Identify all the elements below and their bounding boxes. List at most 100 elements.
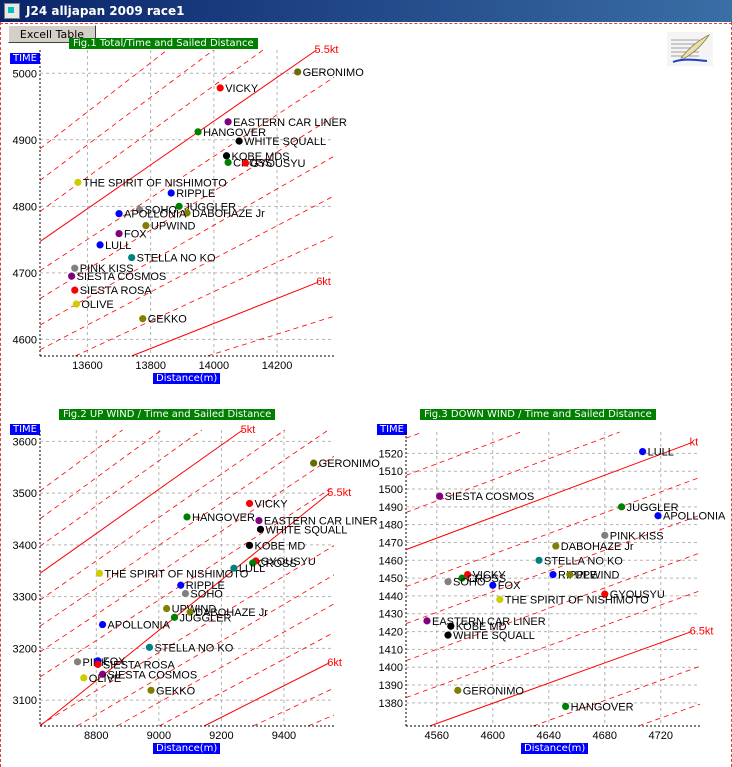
fig3-y-tick-label-0: 1380: [379, 698, 403, 710]
fig2-point-9: [230, 564, 238, 572]
fig2-x-tick-label-1: 9000: [147, 730, 171, 742]
fig1-point-10: [175, 202, 183, 210]
fig1-point-4: [235, 137, 243, 145]
fig3-point-label-18: GERONIMO: [463, 685, 525, 697]
fig3-y-tick-label-12: 1500: [379, 484, 403, 496]
fig3-guide-line-6: [405, 552, 701, 662]
fig2-point-3: [255, 516, 263, 525]
fig1-point-16: [96, 241, 104, 249]
fig3-point-5: [552, 542, 560, 550]
fig2-point-2: [183, 513, 191, 521]
fig2-point-label-12: UPWIND: [172, 604, 217, 616]
fig2-point-label-3: EASTERN CAR LINER: [264, 516, 378, 528]
fig1-point-label-8: THE SPIRIT OF NISHIMOTO: [83, 177, 227, 189]
fig1-point-6: [224, 158, 232, 167]
fig2-point-19: [94, 660, 102, 669]
fig1-point-0: [294, 68, 302, 76]
fig2-guide-line-11: [116, 603, 335, 727]
fig2-speed-line-2: [203, 662, 330, 727]
fig1-guide-line-7: [39, 195, 335, 351]
fig2-point-label-15: APOLLONIA: [108, 620, 171, 632]
fig3-point-9: [549, 570, 557, 579]
fig2-y-tick-label-1: 3200: [13, 643, 37, 655]
fig3-x-tick-label-2: 4640: [537, 730, 561, 742]
fig2-speed-line-0: [39, 429, 243, 574]
fig1-point-14: [142, 222, 150, 230]
fig1-ylabel: TIME: [10, 53, 41, 64]
quill-logo-icon: [667, 32, 713, 66]
fig1-point-label-22: GEKKO: [148, 314, 188, 326]
fig2-point-21: [80, 674, 88, 682]
fig1-point-2: [224, 118, 232, 126]
fig1-point-label-1: VICKY: [225, 83, 259, 95]
fig2-point-label-19: SIESTA ROSA: [103, 659, 176, 671]
fig1-point-label-7: GYOUSYU: [250, 158, 305, 170]
fig3-point-3: [654, 512, 662, 520]
window-title: J24 alljapan 2009 race1: [26, 4, 185, 18]
fig3-y-tick-label-8: 1460: [379, 555, 403, 567]
fig3-point-19: [562, 702, 570, 711]
fig3-y-tick-label-14: 1520: [379, 448, 403, 460]
fig3-point-label-15: EASTERN CAR LINER: [432, 616, 546, 628]
fig3-point-4: [601, 531, 609, 539]
fig3-y-tick-label-11: 1490: [379, 502, 403, 514]
fig3-point-label-14: THE SPIRIT OF NISHIMOTO: [505, 594, 649, 606]
fig2-guide-line-7: [39, 485, 335, 678]
fig3-y-tick-label-10: 1480: [379, 520, 403, 532]
fig2-point-label-6: GYOUSYU: [261, 556, 316, 568]
fig3-speed-line-0: [405, 442, 692, 551]
fig3-point-label-17: WHITE SQUALL: [453, 630, 535, 642]
fig2-speed-label-0: 5kt: [241, 424, 256, 436]
fig1-guide-line-5: [39, 116, 335, 299]
fig2-point-label-20: SIESTA COSMOS: [108, 669, 198, 681]
fig3-guide-line-10: [638, 703, 701, 727]
fig1-point-label-14: UPWIND: [151, 221, 196, 233]
fig2-point-label-9: LULL: [239, 563, 265, 575]
fig2-point-label-22: GEKKO: [156, 685, 196, 697]
fig2-point-20: [98, 670, 107, 678]
fig1-point-13: [115, 210, 123, 218]
fig3-xlabel: Distance(m): [521, 743, 589, 754]
fig3-speed-label-0: kt: [690, 437, 699, 449]
fig1-point-22: [139, 315, 147, 323]
fig3-guide-line-9: [533, 665, 701, 727]
fig2-point-label-1: VICKY: [255, 498, 289, 510]
fig1-y-tick-label-4: 5000: [13, 68, 37, 80]
fig2-y-tick-label-3: 3400: [13, 540, 37, 552]
fig2-point-label-7: CROSS: [258, 558, 297, 570]
fig1-guide-line-6: [39, 155, 335, 326]
fig3-point-10: [566, 570, 574, 579]
fig2-point-12: [163, 604, 171, 613]
window-titlebar[interactable]: J24 alljapan 2009 race1: [0, 0, 732, 22]
fig1-point-label-21: OLIVE: [81, 299, 113, 311]
fig2-speed-line-1: [39, 492, 330, 727]
fig1-title: Fig.1 Total/Time and Sailed Distance: [69, 38, 258, 49]
fig1-point-label-17: STELLA NO KO: [137, 253, 216, 265]
fig2-guide-line-2: [39, 429, 202, 547]
fig2-point-label-11: SOHO: [190, 589, 223, 601]
fig1-point-label-11: SOHO: [145, 205, 178, 217]
fig2-guide-line-5: [39, 429, 329, 627]
fig3-speed-label-1: 6.5kt: [690, 626, 714, 638]
fig1-speed-line-0: [39, 49, 317, 242]
fig3-guide-line-4: [405, 476, 701, 588]
fig3-y-tick-label-7: 1450: [379, 573, 403, 585]
fig1-guide-line-4: [39, 76, 335, 272]
fig2-guide-line-12: [159, 632, 335, 727]
fig1-point-15: [115, 230, 123, 238]
fig1-y-tick-label-1: 4700: [13, 268, 37, 280]
fig1-point-label-12: DABOHAZE Jr: [192, 208, 265, 220]
fig1-point-11: [135, 206, 144, 214]
fig1-y-tick-label-2: 4800: [13, 201, 37, 213]
fig3-guide-line-7: [405, 590, 701, 699]
fig2-y-tick-label-4: 3500: [13, 488, 37, 500]
fig3-point-6: [535, 556, 543, 564]
fig1-point-label-15: FOX: [124, 229, 147, 241]
fig3-point-0: [639, 448, 647, 456]
fig1-point-1: [216, 84, 224, 92]
fig3-point-11: [444, 578, 452, 586]
fig2-point-4: [256, 525, 265, 533]
fig1-point-12: [183, 209, 191, 217]
fig2-speed-label-2: 6kt: [327, 657, 342, 669]
fig2-y-tick-label-0: 3100: [13, 695, 37, 707]
